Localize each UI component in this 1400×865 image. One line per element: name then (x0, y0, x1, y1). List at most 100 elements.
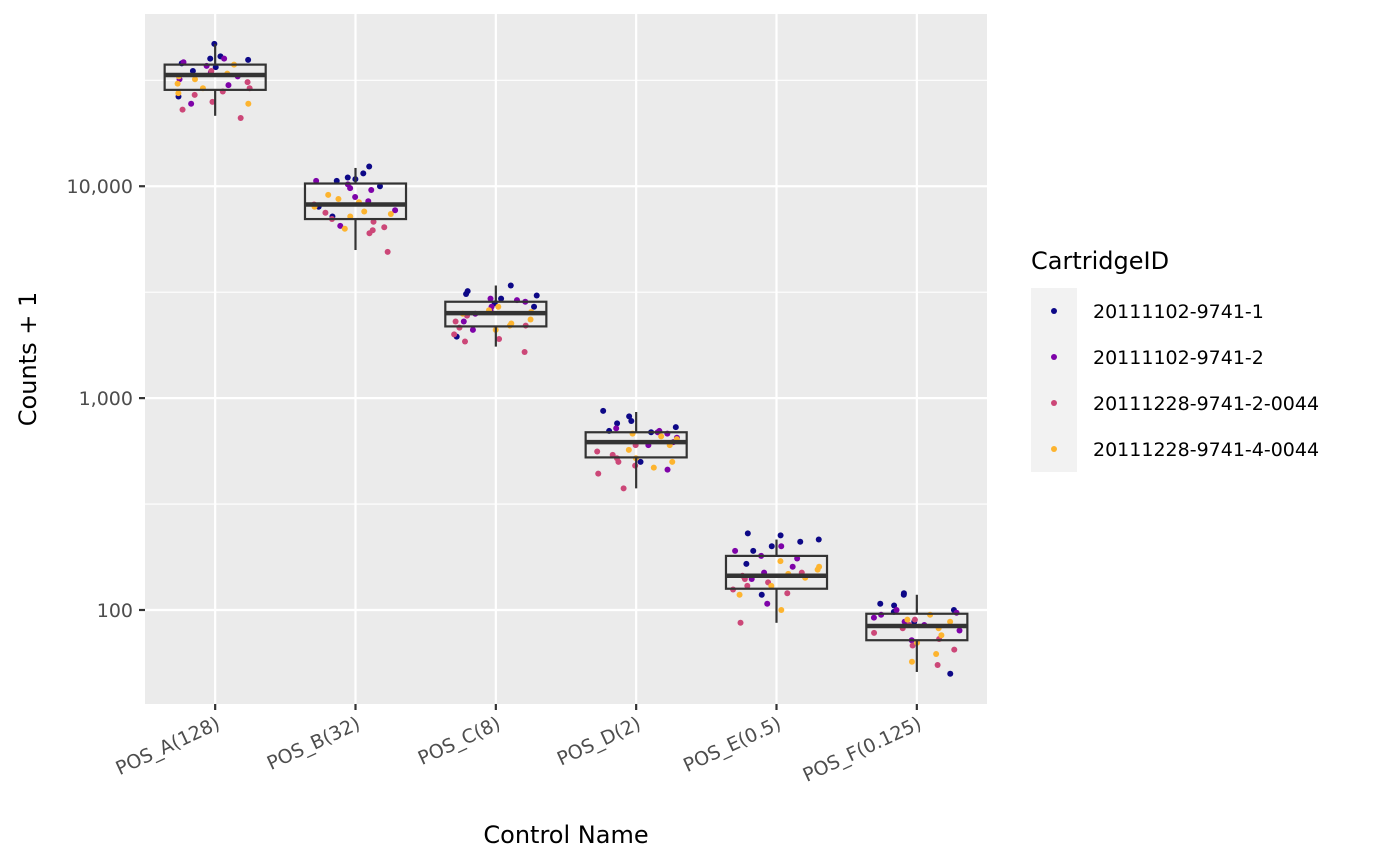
data-point (595, 470, 602, 477)
data-point (758, 591, 765, 598)
data-point (594, 448, 601, 455)
legend-key (1051, 354, 1057, 360)
data-point (245, 56, 252, 63)
data-point (904, 616, 911, 623)
data-point (361, 208, 368, 215)
legend-key (1051, 400, 1057, 406)
data-point (175, 90, 182, 97)
data-point (341, 225, 348, 232)
data-point (750, 547, 757, 554)
data-point (947, 670, 954, 677)
x-tick-label: POS_B(32) (264, 713, 364, 775)
data-point (179, 106, 186, 113)
data-point (368, 186, 375, 193)
data-point (245, 100, 252, 107)
data-point (777, 532, 784, 539)
data-point (650, 464, 657, 471)
data-point (768, 582, 775, 589)
data-point (625, 446, 632, 453)
legend: CartridgeID 20111102-9741-1 20111102-9741… (1031, 247, 1319, 472)
data-point (743, 560, 750, 567)
data-point (360, 170, 367, 177)
data-point (909, 642, 916, 649)
legend-key (1051, 308, 1057, 314)
x-axis-title: Control Name (483, 821, 648, 849)
legend-key (1051, 446, 1057, 452)
x-tick-label: POS_F(0.125) (800, 713, 925, 787)
data-point (469, 326, 476, 333)
data-point (938, 632, 945, 639)
data-point (672, 424, 679, 431)
data-point (600, 407, 607, 414)
data-point (189, 67, 196, 74)
data-point (313, 177, 320, 184)
data-point (337, 222, 344, 229)
data-point (322, 209, 329, 216)
data-point (347, 185, 354, 192)
box-body (584, 431, 688, 459)
data-point (244, 79, 251, 86)
data-point (461, 338, 468, 345)
data-point (221, 55, 228, 62)
data-point (191, 91, 198, 98)
y-tick-label: 100 (97, 600, 133, 622)
grid-minor (145, 79, 987, 505)
data-point (498, 295, 505, 302)
data-point (620, 485, 627, 492)
data-point (496, 336, 503, 343)
legend-title: CartridgeID (1031, 247, 1169, 275)
data-point (934, 662, 941, 669)
data-point (908, 658, 915, 665)
data-point (335, 196, 342, 203)
data-point (900, 591, 907, 598)
data-point (225, 82, 232, 89)
data-point (933, 650, 940, 657)
box-layer (163, 43, 969, 672)
data-point (658, 433, 665, 440)
data-point (893, 606, 900, 613)
y-tick-label: 1,000 (79, 388, 133, 410)
y-axis: 100 1,000 10,000 (67, 176, 145, 622)
data-point (744, 530, 751, 537)
data-point (460, 318, 467, 325)
data-point (352, 193, 359, 200)
data-point (877, 600, 884, 607)
data-point (191, 76, 198, 83)
data-point (628, 417, 635, 424)
legend-label: 20111102-9741-2 (1093, 347, 1264, 369)
data-point (344, 174, 351, 181)
data-point (626, 413, 633, 420)
data-point (768, 543, 775, 550)
data-point (613, 425, 620, 432)
data-point (614, 420, 621, 427)
data-point (381, 224, 388, 231)
data-point (452, 318, 459, 325)
data-point (174, 80, 181, 87)
data-point (669, 458, 676, 465)
y-axis-title: Counts + 1 (14, 292, 42, 426)
data-point (495, 303, 502, 310)
data-point (778, 606, 785, 613)
box-body (303, 182, 408, 221)
data-point (911, 616, 918, 623)
legend-label: 20111228-9741-2-0044 (1093, 393, 1319, 415)
y-tick-label: 10,000 (67, 176, 133, 198)
data-point (188, 100, 195, 107)
data-point (951, 646, 958, 653)
data-point (815, 536, 822, 543)
data-point (870, 614, 877, 621)
data-point (956, 627, 963, 634)
data-point (333, 177, 340, 184)
legend-key-background (1031, 288, 1077, 472)
data-point (797, 538, 804, 545)
points-layer (174, 40, 963, 677)
data-point (737, 619, 744, 626)
data-point (209, 98, 216, 105)
data-point (947, 618, 954, 625)
x-axis: POS_A(128) POS_B(32) POS_C(8) POS_D(2) POS_E… (112, 704, 925, 787)
data-point (615, 458, 622, 465)
data-point (376, 183, 383, 190)
data-point (370, 218, 377, 225)
data-point (664, 466, 671, 473)
x-tick-label: POS_A(128) (112, 713, 223, 780)
